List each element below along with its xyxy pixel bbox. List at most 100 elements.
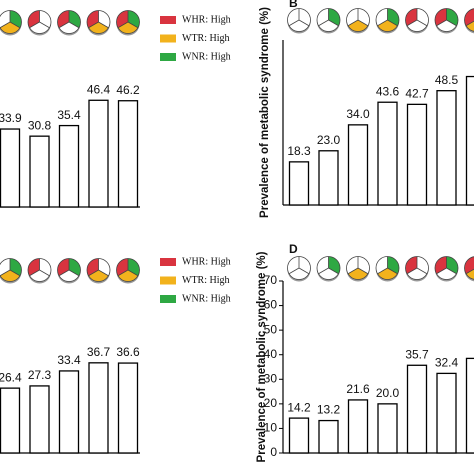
icon-divider: [288, 267, 300, 275]
legend-label: WTR: High: [182, 275, 230, 286]
icon-divider: [436, 19, 447, 27]
icon-divider: [98, 21, 109, 29]
icon-outline: [434, 256, 459, 280]
icon-divider: [446, 19, 457, 27]
icon-outline: [405, 256, 429, 280]
icon-divider: [328, 267, 339, 275]
icon-divider: [318, 267, 329, 275]
icon-outline: [434, 8, 459, 32]
bar: [117, 100, 139, 208]
icon-outline: [116, 258, 140, 282]
icon-divider: [446, 267, 457, 275]
bar: [88, 99, 109, 208]
y-tick-label: 10: [264, 421, 278, 435]
legend-label: WHR: High: [182, 14, 231, 25]
value-label: 26.4: [0, 370, 22, 384]
icon-divider: [347, 267, 359, 275]
icon-divider: [0, 269, 11, 277]
icon-divider: [58, 269, 70, 277]
icon-divider: [436, 267, 447, 275]
panel-letter: D: [289, 242, 298, 256]
icon-divider: [298, 19, 310, 27]
bar: [58, 370, 80, 454]
bar: [0, 128, 21, 208]
icon-divider: [117, 269, 129, 277]
icon-outline: [27, 10, 52, 34]
legend-label: WNR: High: [182, 51, 231, 62]
value-label: 23.0: [317, 133, 341, 147]
value-label: 32.4: [435, 356, 459, 370]
icon-divider: [9, 269, 21, 277]
icon-outline: [464, 256, 474, 280]
bar: [406, 364, 428, 454]
bar: [347, 124, 369, 206]
icon-divider: [0, 21, 11, 29]
icon-divider: [88, 21, 99, 29]
y-tick-label: 0: [270, 445, 277, 459]
value-label: 35.4: [57, 108, 81, 122]
icon-divider: [29, 269, 40, 277]
icon-divider: [39, 269, 50, 277]
icon-divider: [127, 21, 139, 29]
icon-outline: [57, 10, 81, 34]
value-label: 33.4: [57, 353, 81, 367]
value-label: 18.3: [287, 144, 311, 158]
value-label: 21.6: [346, 382, 370, 396]
icon-divider: [406, 19, 418, 27]
value-label: 20.0: [376, 386, 400, 400]
icon-outline: [316, 8, 341, 32]
value-label: 46.4: [87, 82, 111, 96]
bar: [88, 362, 109, 454]
icon-outline: [86, 258, 111, 282]
icon-sector: [466, 269, 474, 280]
bar: [465, 357, 474, 454]
icon-outline: [0, 10, 22, 34]
bar: [288, 161, 310, 206]
icon-divider: [127, 269, 139, 277]
icon-divider: [288, 19, 300, 27]
icon-divider: [29, 21, 40, 29]
icon-divider: [98, 269, 109, 277]
value-label: 34.0: [346, 107, 370, 121]
y-tick-label: 20: [264, 396, 278, 410]
icon-divider: [68, 269, 80, 277]
bar: [436, 90, 457, 206]
icon-outline: [57, 258, 81, 282]
y-tick-label: 60: [264, 298, 278, 312]
icon-divider: [387, 19, 398, 27]
icon-divider: [416, 19, 428, 27]
y-axis-label: Prevalence of metabolic syndrome (%): [256, 251, 268, 462]
icon-divider: [387, 267, 398, 275]
icon-outline: [464, 8, 474, 32]
value-label: 36.7: [87, 345, 111, 359]
icon-divider: [406, 267, 418, 275]
value-label: 14.2: [287, 400, 311, 414]
y-tick-label: 30: [264, 371, 278, 385]
icon-divider: [39, 21, 50, 29]
bar: [29, 385, 50, 454]
icon-sector: [348, 20, 368, 32]
bar: [0, 387, 21, 454]
icon-outline: [346, 8, 370, 32]
icon-divider: [357, 267, 369, 275]
bar: [377, 403, 398, 454]
icon-divider: [58, 21, 70, 29]
icon-divider: [88, 269, 99, 277]
bar: [58, 124, 80, 208]
icon-sector: [466, 21, 474, 32]
bar: [318, 419, 339, 454]
icon-outline: [287, 256, 311, 280]
icon-divider: [298, 267, 310, 275]
icon-divider: [377, 267, 388, 275]
icon-divider: [328, 19, 339, 27]
value-label: 36.6: [116, 345, 140, 359]
y-axis-label: Prevalence of metabolic syndrome (%): [259, 7, 271, 218]
icon-outline: [346, 256, 370, 280]
bar: [288, 417, 310, 454]
icon-outline: [375, 256, 400, 280]
legend-swatch: [160, 258, 176, 266]
legend-swatch: [160, 276, 176, 285]
value-label: 27.3: [28, 368, 52, 382]
